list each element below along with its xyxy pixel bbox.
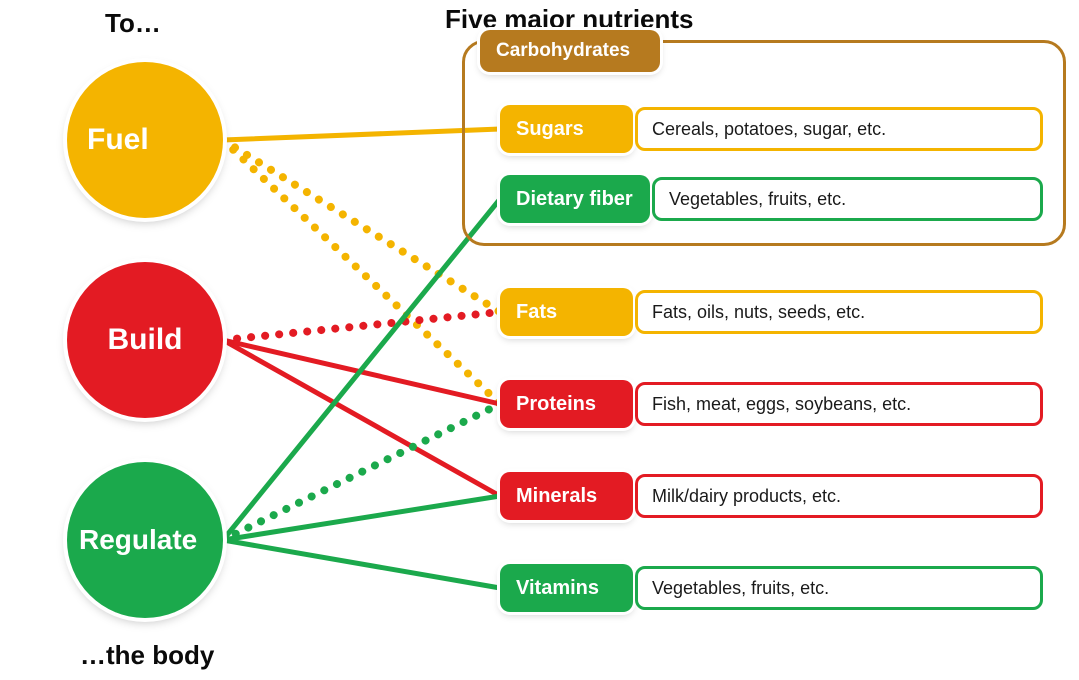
circle-fuel-label: Fuel — [87, 123, 149, 157]
chip-fats-label: Fats — [516, 301, 557, 324]
chip-sugars-label: Sugars — [516, 118, 584, 141]
chip-vitamins-label: Vitamins — [516, 577, 599, 600]
chip-proteins: Proteins — [500, 380, 633, 428]
nutrients-diagram: { "type": "network", "canvas": { "width"… — [0, 0, 1079, 680]
circle-build: Build — [67, 262, 223, 418]
heading-to: To… — [105, 8, 161, 39]
food-box-minerals: Milk/dairy products, etc. — [635, 474, 1043, 518]
food-box-fats: Fats, oils, nuts, seeds, etc. — [635, 290, 1043, 334]
chip-carbohydrates: Carbohydrates — [480, 30, 660, 72]
chip-sugars: Sugars — [500, 105, 633, 153]
food-box-sugars: Cereals, potatoes, sugar, etc. — [635, 107, 1043, 151]
chip-vitamins: Vitamins — [500, 564, 633, 612]
circle-regulate: Regulate — [67, 462, 223, 618]
chip-minerals: Minerals — [500, 472, 633, 520]
chip-minerals-label: Minerals — [516, 485, 597, 508]
chip-fats: Fats — [500, 288, 633, 336]
chip-dietary-fiber: Dietary fiber — [500, 175, 650, 223]
circle-build-label: Build — [108, 323, 183, 357]
circle-regulate-label: Regulate — [79, 524, 197, 556]
circle-fuel: Fuel — [67, 62, 223, 218]
chip-dietary-fiber-label: Dietary fiber — [516, 188, 633, 211]
food-box-dietary-fiber: Vegetables, fruits, etc. — [652, 177, 1043, 221]
food-box-vitamins: Vegetables, fruits, etc. — [635, 566, 1043, 610]
heading-the-body: …the body — [80, 640, 214, 671]
chip-proteins-label: Proteins — [516, 393, 596, 416]
chip-carbohydrates-label: Carbohydrates — [496, 40, 630, 62]
food-box-proteins: Fish, meat, eggs, soybeans, etc. — [635, 382, 1043, 426]
